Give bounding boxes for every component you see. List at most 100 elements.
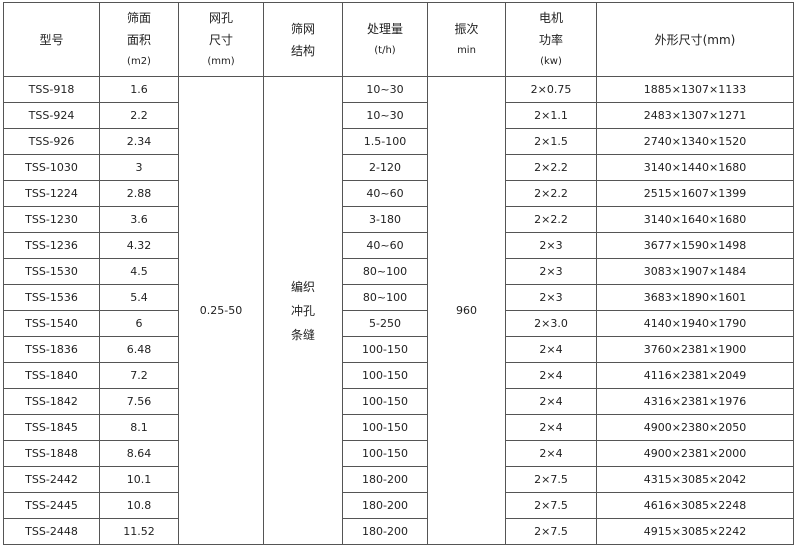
cell-model: TSS-1836 — [3, 336, 100, 363]
cell-model: TSS-926 — [3, 128, 100, 155]
cell-model: TSS-1845 — [3, 414, 100, 441]
header-line: 振次 — [454, 21, 479, 36]
cell-capacity: 3-180 — [342, 206, 428, 233]
cell-capacity: 10~30 — [342, 76, 428, 103]
cell-dimensions: 2740×1340×1520 — [596, 128, 794, 155]
cell-motor-power: 2×3.0 — [505, 310, 597, 337]
header-line: 面积 — [126, 32, 151, 47]
cell-capacity: 2-120 — [342, 154, 428, 181]
cell-motor-power: 2×0.75 — [505, 76, 597, 103]
cell-motor-power: 2×1.5 — [505, 128, 597, 155]
table-row: TSS-1230 3.6 3-180 2×2.2 3140×1640×1680 — [3, 206, 794, 233]
cell-area: 2.88 — [99, 180, 179, 207]
cell-dimensions: 2515×1607×1399 — [596, 180, 794, 207]
structure-type: 条缝 — [290, 327, 315, 342]
cell-motor-power: 2×4 — [505, 336, 597, 363]
cell-capacity: 100-150 — [342, 362, 428, 389]
table-row: TSS-1530 4.5 80~100 2×3 3083×1907×1484 — [3, 258, 794, 285]
cell-dimensions: 4316×2381×1976 — [596, 388, 794, 415]
cell-dimensions: 4315×3085×2042 — [596, 466, 794, 493]
cell-motor-power: 2×3 — [505, 258, 597, 285]
header-line: 筛面 — [126, 10, 151, 25]
table-row: TSS-1540 6 5-250 2×3.0 4140×1940×1790 — [3, 310, 794, 337]
header-line: min — [457, 44, 476, 56]
header-vibration: 振次 min — [427, 2, 506, 77]
table-row: TSS-2442 10.1 180-200 2×7.5 4315×3085×2042 — [3, 466, 794, 493]
cell-area: 4.32 — [99, 232, 179, 259]
table-row: TSS-1030 3 2-120 2×2.2 3140×1440×1680 — [3, 154, 794, 181]
header-line: (m2) — [127, 55, 151, 67]
cell-model: TSS-1848 — [3, 440, 100, 467]
cell-area: 5.4 — [99, 284, 179, 311]
table-row: TSS-918 1.6 0.25-50 编织 冲孔 条缝 10~30 960 2×0.75 188… — [3, 76, 794, 545]
cell-motor-power: 2×2.2 — [505, 206, 597, 233]
cell-capacity: 1.5-100 — [342, 128, 428, 155]
cell-model: TSS-918 — [3, 76, 100, 103]
cell-model: TSS-1842 — [3, 388, 100, 415]
table-row: TSS-2445 10.8 180-200 2×7.5 4616×3085×2248 — [3, 492, 794, 519]
cell-capacity: 40~60 — [342, 180, 428, 207]
cell-area: 11.52 — [99, 518, 179, 545]
header-screen-structure: 筛网 结构 — [263, 2, 343, 77]
cell-vibration: 960 — [427, 76, 506, 545]
cell-motor-power: 2×4 — [505, 440, 597, 467]
cell-area: 3.6 — [99, 206, 179, 233]
cell-motor-power: 2×7.5 — [505, 492, 597, 519]
cell-dimensions: 4616×3085×2248 — [596, 492, 794, 519]
table-row: TSS-924 2.2 10~30 2×1.1 2483×1307×1271 — [3, 102, 794, 129]
table-row: TSS-1840 7.2 100-150 2×4 4116×2381×2049 — [3, 362, 794, 389]
cell-capacity: 100-150 — [342, 388, 428, 415]
cell-capacity: 100-150 — [342, 336, 428, 363]
header-line: 筛网 — [290, 21, 315, 36]
header-line: 电机 — [538, 10, 563, 25]
table-row: TSS-1536 5.4 80~100 2×3 3683×1890×1601 — [3, 284, 794, 311]
cell-screen-structure: 编织 冲孔 条缝 — [263, 76, 343, 545]
header-model: 型号 — [3, 2, 100, 77]
header-dimensions: 外形尺寸(mm) — [596, 2, 794, 77]
cell-area: 2.34 — [99, 128, 179, 155]
cell-capacity: 100-150 — [342, 414, 428, 441]
cell-capacity: 80~100 — [342, 258, 428, 285]
cell-model: TSS-1540 — [3, 310, 100, 337]
cell-motor-power: 2×2.2 — [505, 180, 597, 207]
cell-model: TSS-2448 — [3, 518, 100, 545]
cell-area: 8.1 — [99, 414, 179, 441]
cell-dimensions: 3683×1890×1601 — [596, 284, 794, 311]
cell-dimensions: 1885×1307×1133 — [596, 76, 794, 103]
cell-dimensions: 2483×1307×1271 — [596, 102, 794, 129]
header-line: 型号 — [39, 32, 64, 47]
cell-area: 10.8 — [99, 492, 179, 519]
table-row: TSS-1842 7.56 100-150 2×4 4316×2381×1976 — [3, 388, 794, 415]
cell-area: 1.6 — [99, 76, 179, 103]
cell-area: 8.64 — [99, 440, 179, 467]
cell-area: 4.5 — [99, 258, 179, 285]
header-line: 网孔 — [208, 10, 233, 25]
cell-dimensions: 4900×2381×2000 — [596, 440, 794, 467]
cell-area: 7.2 — [99, 362, 179, 389]
cell-capacity: 10~30 — [342, 102, 428, 129]
table-row: TSS-926 2.34 1.5-100 2×1.5 2740×1340×1520 — [3, 128, 794, 155]
cell-model: TSS-2445 — [3, 492, 100, 519]
cell-motor-power: 2×4 — [505, 388, 597, 415]
cell-dimensions: 4915×3085×2242 — [596, 518, 794, 545]
cell-model: TSS-1224 — [3, 180, 100, 207]
header-row: 型号 筛面 面积 (m2) 网孔 尺寸 (mm) 筛网 结构 处理量 (t/h) 振次 min 电机 功率 (… — [3, 2, 794, 77]
cell-dimensions: 3760×2381×1900 — [596, 336, 794, 363]
table-row: TSS-1845 8.1 100-150 2×4 4900×2380×2050 — [3, 414, 794, 441]
header-mesh-size: 网孔 尺寸 (mm) — [178, 2, 264, 77]
cell-dimensions: 3677×1590×1498 — [596, 232, 794, 259]
cell-mesh-size: 0.25-50 — [178, 76, 264, 545]
cell-motor-power: 2×4 — [505, 414, 597, 441]
cell-motor-power: 2×7.5 — [505, 518, 597, 545]
cell-motor-power: 2×3 — [505, 284, 597, 311]
table-row: TSS-1224 2.88 40~60 2×2.2 2515×1607×1399 — [3, 180, 794, 207]
cell-motor-power: 2×1.1 — [505, 102, 597, 129]
spec-table: 型号 筛面 面积 (m2) 网孔 尺寸 (mm) 筛网 结构 处理量 (t/h) 振次 min 电机 功率 (… — [3, 2, 794, 545]
header-line: 外形尺寸(mm) — [654, 32, 736, 47]
header-area: 筛面面积 (m2) — [99, 2, 179, 77]
header-line: (mm) — [207, 55, 235, 67]
structure-type: 冲孔 — [290, 303, 315, 318]
cell-dimensions: 3140×1440×1680 — [596, 154, 794, 181]
cell-area: 7.56 — [99, 388, 179, 415]
cell-capacity: 180-200 — [342, 466, 428, 493]
